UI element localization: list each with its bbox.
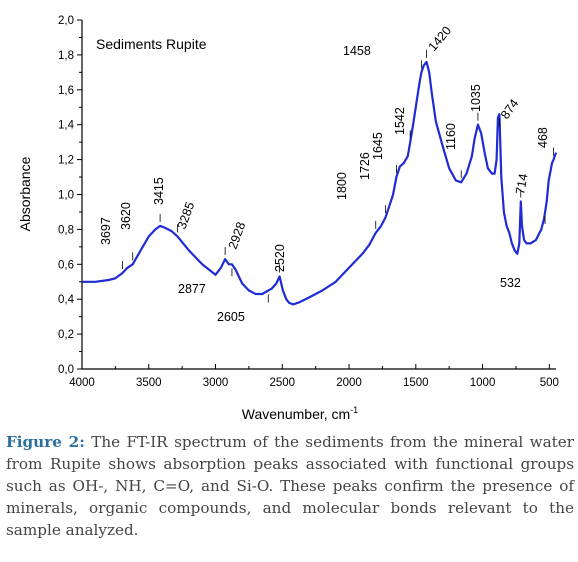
x-tick-label: 1000 — [470, 377, 496, 389]
x-tick-label: 3000 — [203, 377, 229, 389]
y-tick-label: 2,0 — [58, 15, 74, 27]
peak-label-1645: 1645 — [371, 132, 385, 160]
peak-label-1035: 1035 — [469, 84, 483, 112]
ftir-chart: 4000 3500 3000 2500 2000 1500 1000 500 0,0 0,2 0,4… — [17, 15, 559, 422]
x-axis-title-text: Wavenumber, cm — [242, 406, 350, 422]
peak-annotations: 3697 3620 3415 3285 2928 2877 2605 2520 1800 1726… — [99, 24, 554, 324]
peak-label-3415: 3415 — [152, 177, 166, 205]
peak-label-2605: 2605 — [217, 310, 245, 324]
peak-label-1160: 1160 — [444, 123, 458, 150]
y-tick-label: 1,6 — [58, 85, 74, 97]
x-tick-label: 1500 — [403, 377, 429, 389]
peak-label-2520: 2520 — [273, 244, 287, 272]
x-tick-label: 2500 — [269, 377, 295, 389]
x-tick-label: 2000 — [336, 377, 362, 389]
chart-title: Sediments Rupite — [96, 36, 207, 52]
peak-label-3620: 3620 — [119, 202, 133, 230]
x-tick-label: 4000 — [69, 377, 95, 389]
y-tick-label: 0,8 — [58, 224, 74, 236]
x-axis-title: Wavenumber, cm-1 — [242, 405, 358, 422]
y-tick-label: 0,6 — [58, 259, 74, 271]
y-tick-label: 0,4 — [58, 294, 75, 306]
caption-label: Figure 2: — [6, 433, 85, 451]
peak-label-874: 874 — [498, 97, 521, 122]
peak-label-468: 468 — [536, 127, 550, 148]
peak-label-3697: 3697 — [99, 217, 113, 245]
peak-label-1542: 1542 — [393, 107, 407, 135]
peak-label-1458: 1458 — [343, 44, 371, 58]
spectrum-line — [82, 60, 558, 306]
y-tick-label: 1,4 — [58, 120, 75, 132]
ftir-figure: 4000 3500 3000 2500 2000 1500 1000 500 0,0 0,2 0,4… — [17, 15, 559, 422]
x-tick-label: 500 — [540, 377, 559, 389]
peak-label-532: 532 — [500, 276, 521, 290]
peak-label-1800: 1800 — [335, 172, 349, 200]
caption-text: The FT-IR spectrum of the sediments from… — [6, 433, 574, 539]
peak-label-3285: 3285 — [175, 200, 198, 231]
peak-label-2928: 2928 — [226, 220, 249, 251]
y-tick-label: 1,2 — [58, 155, 74, 167]
y-tick-label: 1,8 — [58, 50, 74, 62]
y-tick-label: 1,0 — [58, 190, 74, 202]
y-axis-title: Absorbance — [17, 156, 33, 231]
peak-label-1420: 1420 — [426, 24, 455, 54]
x-axis-title-unit-exponent: -1 — [350, 405, 358, 415]
y-tick-label: 0,2 — [58, 329, 74, 341]
x-tick-label: 3500 — [136, 377, 162, 389]
figure-caption: Figure 2: The FT-IR spectrum of the sedi… — [6, 431, 574, 541]
y-tick-label: 0,0 — [58, 364, 74, 376]
axes: 4000 3500 3000 2500 2000 1500 1000 500 0,0 0,2 0,4… — [58, 15, 559, 389]
peak-label-1726: 1726 — [358, 152, 372, 180]
peak-label-2877: 2877 — [178, 282, 206, 296]
peak-label-714: 714 — [513, 173, 530, 196]
